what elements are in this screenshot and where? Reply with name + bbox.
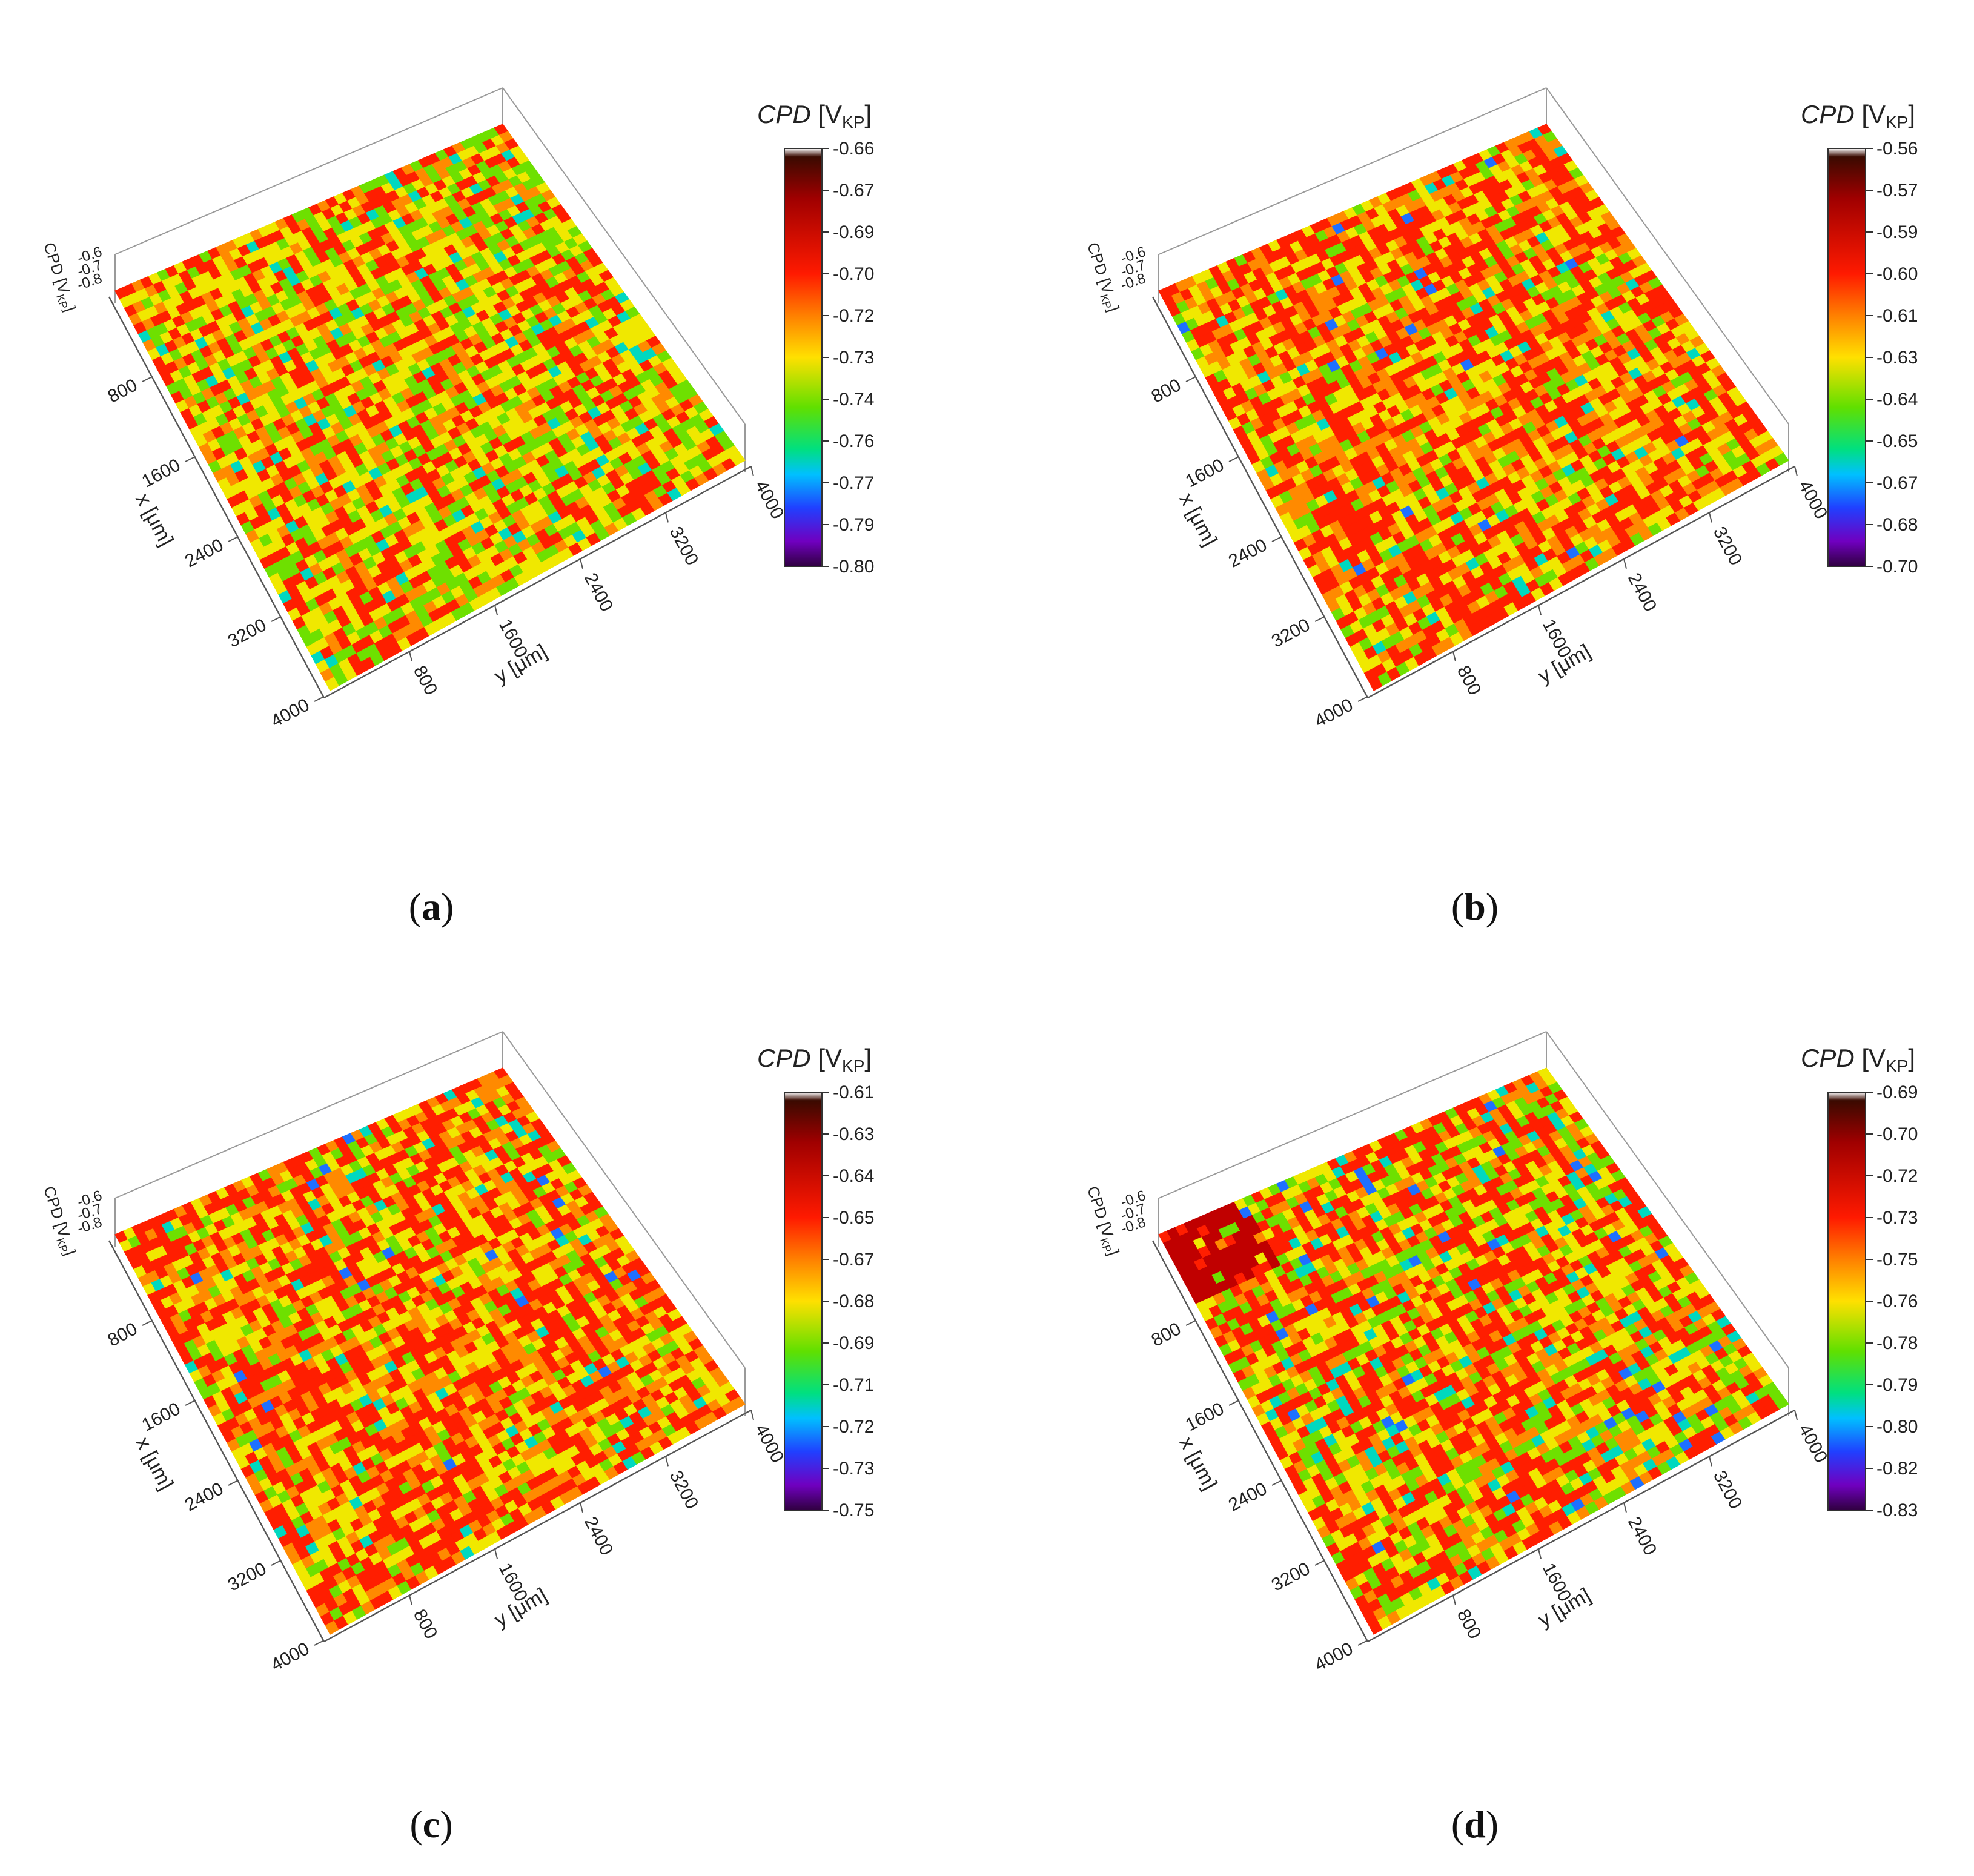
- colorbar-tick-label: -0.70: [833, 264, 874, 284]
- y-tick-label: 3200: [1709, 523, 1746, 568]
- colorbar-tick-label: -0.59: [1876, 222, 1918, 242]
- axis-box: [114, 87, 746, 472]
- y-tick-mark: [409, 651, 412, 661]
- x-tick-label: 4000: [268, 695, 313, 731]
- colorbar-tick-label: -0.69: [833, 222, 874, 242]
- x-tick-mark: [314, 696, 325, 702]
- y-tick-mark: [1623, 558, 1627, 569]
- colorbar-tick-label: -0.72: [833, 306, 874, 326]
- colorbar-tick-label: -0.74: [833, 389, 874, 409]
- y-tick-mark: [1794, 466, 1798, 477]
- y-tick-label: 2400: [1624, 570, 1660, 615]
- colorbar-tick-label: -0.56: [1876, 139, 1918, 159]
- x-tick-mark: [142, 376, 153, 382]
- colorbar-tick-label: -0.80: [833, 557, 874, 577]
- x-tick-mark: [1185, 376, 1196, 382]
- cpd-surface: [1158, 124, 1789, 691]
- colorbar: [784, 148, 823, 567]
- colorbar-tick-label: -0.70: [1876, 557, 1918, 577]
- colorbar-tick-label: -0.60: [1876, 264, 1918, 284]
- colorbar: [1827, 148, 1866, 567]
- x-tick-mark: [228, 536, 239, 542]
- x-tick-label: 4000: [1311, 695, 1356, 731]
- x-tick-label: 3200: [1268, 615, 1313, 651]
- y-tick-label: 3200: [666, 523, 702, 568]
- x-tick-label: 800: [1148, 375, 1185, 407]
- x-tick-label: 2400: [1225, 535, 1270, 571]
- z-axis-label: CPD [VKP]: [1081, 240, 1123, 315]
- x-tick-label: 3200: [225, 615, 270, 651]
- x-tick-mark: [1228, 456, 1239, 462]
- x-tick-label: 1600: [1182, 455, 1227, 491]
- y-tick-mark: [494, 605, 498, 615]
- cpd-surface: [114, 1067, 746, 1635]
- x-tick-mark: [185, 456, 196, 462]
- y-tick-mark: [1709, 512, 1712, 523]
- x-tick-label: 800: [105, 375, 141, 407]
- colorbar-tick-label: -0.63: [1876, 348, 1918, 368]
- colorbar-tick-label: -0.61: [1876, 306, 1918, 326]
- y-tick-label: 2400: [580, 570, 617, 615]
- colorbar-tick-label: -0.76: [833, 431, 874, 451]
- x-tick-mark: [271, 616, 282, 622]
- cpd-surface: [114, 124, 746, 691]
- y-tick-label: 800: [1453, 662, 1485, 698]
- x-axis-label: x [μm]: [131, 489, 177, 550]
- colorbar-tick-label: -0.68: [1876, 515, 1918, 535]
- x-tick-mark: [1314, 616, 1325, 622]
- y-tick-label: 4000: [1795, 477, 1831, 522]
- colorbar-tick-label: -0.57: [1876, 181, 1918, 201]
- y-tick-label: 4000: [751, 477, 787, 522]
- colorbar-tick-label: -0.64: [1876, 389, 1918, 409]
- colorbar-tick-label: -0.77: [833, 473, 874, 493]
- colorbar-tick-label: -0.67: [833, 181, 874, 201]
- colorbar-tick-label: -0.67: [1876, 473, 1918, 493]
- x-axis-label: x [μm]: [1174, 489, 1221, 550]
- x-tick-label: 2400: [182, 535, 227, 571]
- colorbar-tick-label: -0.79: [833, 515, 874, 535]
- y-tick-mark: [1538, 605, 1542, 615]
- x-tick-label: 1600: [139, 455, 184, 491]
- colorbar-tick-label: -0.66: [833, 139, 874, 159]
- y-tick-label: 800: [409, 662, 442, 698]
- colorbar-tick-label: -0.73: [833, 348, 874, 368]
- x-tick-mark: [1271, 536, 1282, 542]
- x-tick-mark: [1357, 696, 1368, 702]
- y-tick-mark: [665, 512, 669, 523]
- z-axis-label: CPD [VKP]: [38, 240, 79, 315]
- y-tick-mark: [1452, 651, 1456, 661]
- colorbar-tick-label: -0.65: [1876, 431, 1918, 451]
- y-tick-mark: [580, 558, 583, 569]
- y-tick-mark: [750, 466, 754, 477]
